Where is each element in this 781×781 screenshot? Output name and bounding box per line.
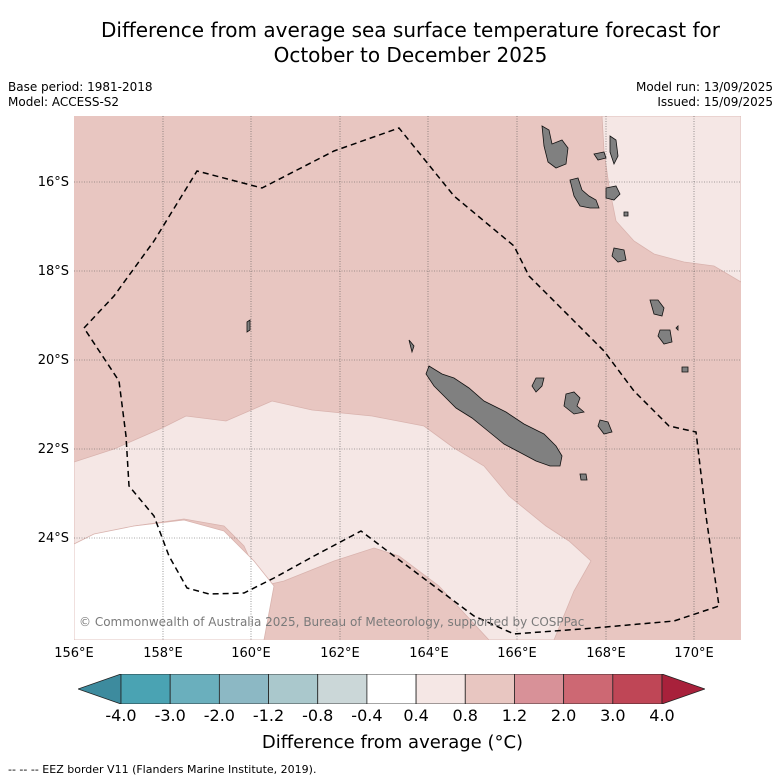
- mare-island: [597, 419, 613, 435]
- colorbar-tick-label: 0.4: [403, 706, 429, 725]
- colorbar-segment: [464, 674, 515, 704]
- lon-label-158e: 158°E: [143, 646, 183, 661]
- copyright-notice: © Commonwealth of Australia 2025, Bureau…: [79, 615, 584, 629]
- light-anomaly-region-south: [74, 400, 592, 640]
- south-vanuatu-islet: [681, 366, 689, 373]
- lat-label-18s: 18°S: [37, 264, 69, 279]
- lon-label-156e: 156°E: [54, 646, 94, 661]
- colorbar-tick-label: 2.0: [550, 706, 577, 725]
- colorbar-tick-label: -4.0: [105, 706, 137, 725]
- lon-label-162e: 162°E: [320, 646, 360, 661]
- map-title: Difference from average sea surface temp…: [40, 18, 781, 68]
- colorbar-title: Difference from average (°C): [261, 732, 524, 753]
- espiritu-santo: [541, 125, 569, 169]
- lon-label-168e: 168°E: [586, 646, 626, 661]
- colorbar-tick-label: -1.2: [252, 706, 285, 725]
- base-period-text: Base period: 1981-2018: [8, 80, 153, 94]
- meta-left: Base period: 1981-2018 Model: ACCESS-S2: [8, 80, 153, 110]
- colorbar-extend-high: [661, 674, 705, 704]
- colorbar-segment: [268, 674, 319, 704]
- colorbar-tick-label: 4.0: [649, 706, 675, 725]
- light-anomaly-region-north-east: [601, 116, 741, 283]
- lon-label-160e: 160°E: [231, 646, 271, 661]
- malekula: [569, 177, 600, 209]
- small-islet-east: [675, 325, 679, 331]
- colorbar-segment: [317, 674, 368, 704]
- colorbar-tick-label: -3.0: [154, 706, 186, 725]
- lon-label-170e: 170°E: [674, 646, 714, 661]
- colorbar-segment: [415, 674, 466, 704]
- erromango: [611, 247, 627, 263]
- ouvea-island: [531, 377, 545, 393]
- colorbar-extend-low: [78, 674, 122, 704]
- colorbar-tick-label: 0.8: [452, 706, 478, 725]
- lat-label-22s: 22°S: [37, 442, 69, 457]
- sst-anomaly-map: © Commonwealth of Australia 2025, Bureau…: [74, 116, 741, 640]
- model-run-text: Model run: 13/09/2025: [635, 80, 773, 94]
- colorbar-segment: [218, 674, 269, 704]
- lat-label-16s: 16°S: [37, 175, 69, 190]
- chesterfield-islet: [246, 319, 251, 333]
- issued-text: Issued: 15/09/2025: [657, 95, 773, 109]
- colorbar-segment: [120, 674, 171, 704]
- small-islet-vanuatu: [623, 211, 629, 217]
- meta-right: Model run: 13/09/2025 Issued: 15/09/2025: [636, 80, 773, 110]
- colorbar-segment: [514, 674, 565, 704]
- colorbar-tick-label: 3.0: [600, 706, 626, 725]
- neutral-region-south-west: [74, 519, 275, 640]
- belep-island: [408, 339, 415, 354]
- colorbar-tick-label: -0.4: [351, 706, 383, 725]
- isle-of-pines: [579, 473, 588, 481]
- eez-footnote: -- -- -- EEZ border V11 (Flanders Marine…: [8, 763, 317, 776]
- colorbar-segment: [366, 674, 417, 704]
- graticule: [74, 116, 741, 640]
- title-line-1: Difference from average sea surface temp…: [100, 18, 720, 42]
- landmasses: [246, 125, 689, 481]
- colorbar-segment: [612, 674, 663, 704]
- lat-label-20s: 20°S: [37, 353, 69, 368]
- colorbar-segment: [563, 674, 614, 704]
- colorbar-tick-label: -2.0: [203, 706, 235, 725]
- model-text: Model: ACCESS-S2: [8, 95, 120, 109]
- lon-label-164e: 164°E: [409, 646, 449, 661]
- title-line-2: October to December 2025: [273, 43, 548, 67]
- lifou-island: [563, 391, 585, 415]
- colorbar: [78, 674, 705, 704]
- colorbar-tick-label: 1.2: [501, 706, 528, 725]
- pentecost: [609, 135, 619, 166]
- efate: [605, 185, 621, 201]
- eez-border: [83, 127, 720, 635]
- ambrym: [593, 151, 607, 161]
- colorbar-segment: [169, 674, 220, 704]
- tanna: [649, 299, 665, 317]
- lat-label-24s: 24°S: [37, 531, 69, 546]
- lon-label-166e: 166°E: [497, 646, 537, 661]
- aneityum: [657, 329, 673, 345]
- new-caledonia-grande-terre: [425, 365, 563, 467]
- colorbar-tick-label: -0.8: [302, 706, 334, 725]
